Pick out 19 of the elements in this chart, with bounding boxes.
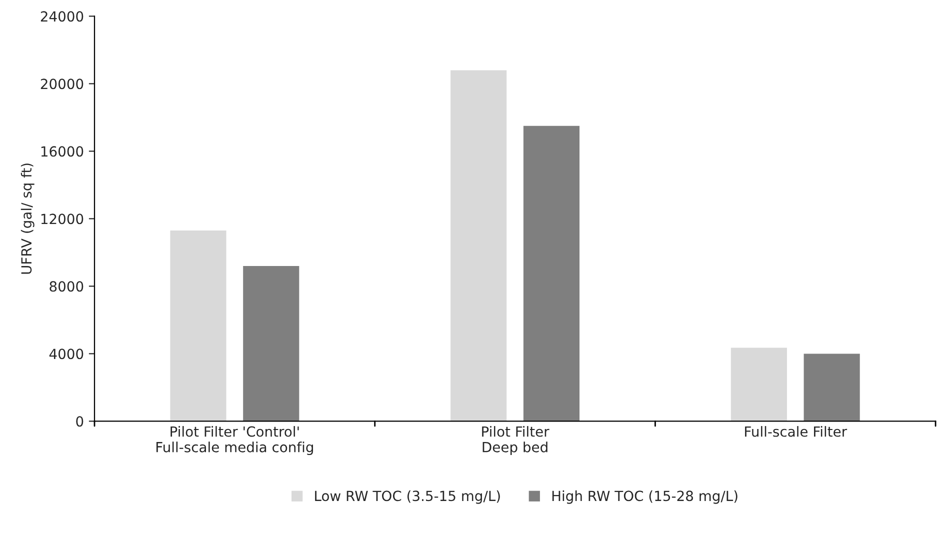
y-tick-label: 16000 — [41, 146, 84, 157]
y-tick-label: 20000 — [40, 78, 84, 90]
x-tick-label: Pilot Filter 'Control' Full-scale media config — [156, 426, 313, 456]
bar — [523, 126, 580, 422]
legend-label: Low RW TOC (3.5-15 mg/L) — [315, 490, 500, 504]
y-tick-label: 8000 — [50, 281, 84, 292]
bar — [450, 70, 507, 422]
bar — [804, 354, 860, 422]
x-tick-label: Full-scale Filter — [745, 426, 848, 437]
y-tick-label: 24000 — [40, 11, 84, 22]
bar — [243, 266, 300, 422]
y-tick-label: 4000 — [49, 348, 84, 360]
bar — [730, 348, 787, 422]
x-tick-label: Pilot Filter Deep bed — [482, 426, 550, 456]
y-axis-title: UFRV (gal/ sq ft) — [20, 164, 34, 274]
y-tick-label: 12000 — [41, 214, 84, 224]
y-tick-label: 0 — [76, 416, 84, 427]
legend-label: High RW TOC (15-28 mg/L) — [552, 490, 738, 504]
bar — [170, 230, 226, 422]
